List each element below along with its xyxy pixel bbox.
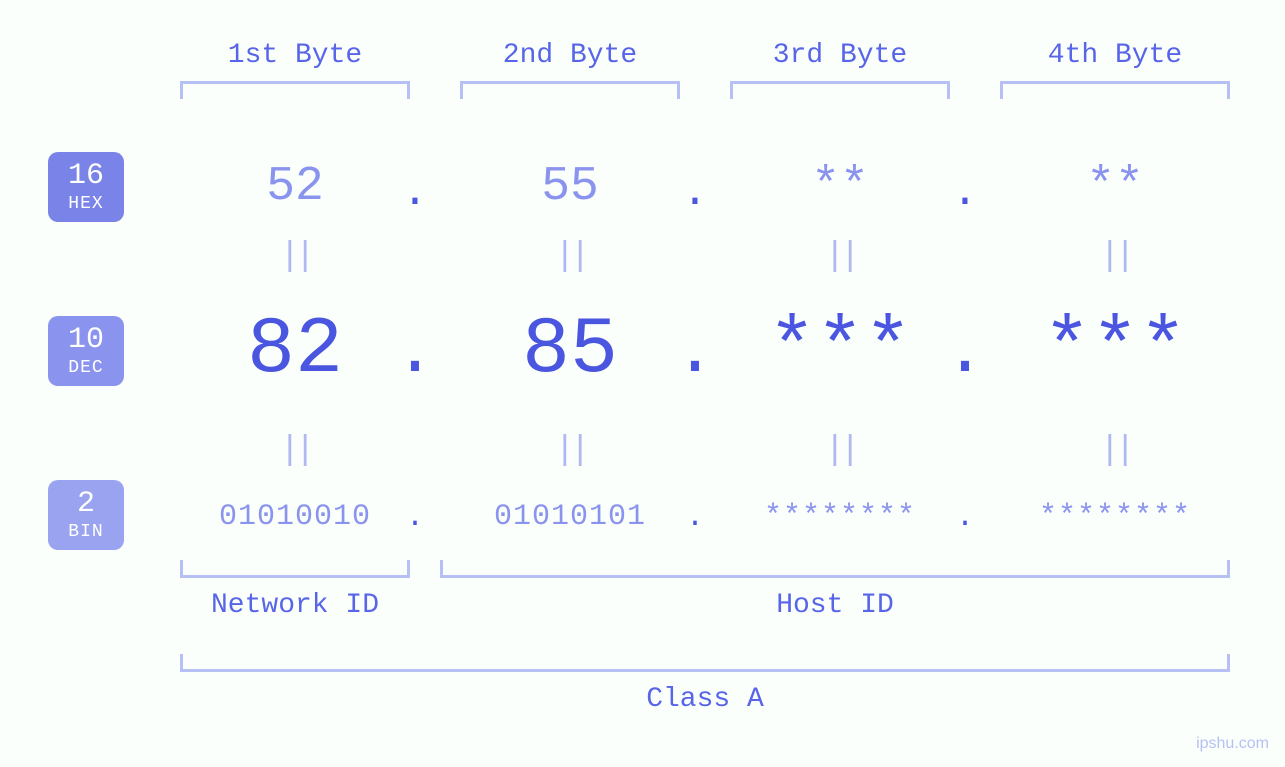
hex-byte-1: 52: [180, 152, 410, 222]
badge-bin-label: BIN: [68, 523, 103, 543]
class-bracket: Class A: [180, 654, 1230, 715]
equals-icon: ||: [820, 432, 860, 470]
bin-byte-1: 01010010: [180, 492, 410, 542]
badge-hex-label: HEX: [68, 195, 103, 215]
byte-header-2: 2nd Byte: [460, 40, 680, 99]
badge-dec: 10 DEC: [48, 316, 124, 386]
bracket-bottom-icon: [180, 560, 410, 578]
bracket-top-icon: [180, 81, 410, 99]
hex-byte-2: 55: [460, 152, 680, 222]
equals-icon: ||: [275, 238, 315, 276]
hex-byte-4: **: [1000, 152, 1230, 222]
dec-byte-4: ***: [1000, 300, 1230, 400]
byte-header-2-label: 2nd Byte: [460, 40, 680, 71]
bracket-bottom-icon: [180, 654, 1230, 672]
equals-icon: ||: [550, 432, 590, 470]
badge-bin-num: 2: [77, 488, 95, 521]
network-id-label: Network ID: [180, 590, 410, 621]
bin-dot-1: .: [395, 498, 435, 538]
equals-icon: ||: [1095, 238, 1135, 276]
badge-hex: 16 HEX: [48, 152, 124, 222]
hex-dot-3: .: [945, 168, 985, 218]
dec-dot-2: .: [675, 318, 715, 388]
bracket-top-icon: [730, 81, 950, 99]
badge-bin: 2 BIN: [48, 480, 124, 550]
dec-byte-1: 82: [180, 300, 410, 400]
badge-hex-num: 16: [68, 160, 104, 193]
bin-byte-4: ********: [1000, 492, 1230, 542]
byte-header-4-label: 4th Byte: [1000, 40, 1230, 71]
hex-dot-2: .: [675, 168, 715, 218]
byte-header-1: 1st Byte: [180, 40, 410, 99]
hex-dot-1: .: [395, 168, 435, 218]
equals-icon: ||: [820, 238, 860, 276]
host-id-bracket: Host ID: [440, 560, 1230, 621]
bracket-top-icon: [1000, 81, 1230, 99]
byte-header-3: 3rd Byte: [730, 40, 950, 99]
byte-header-4: 4th Byte: [1000, 40, 1230, 99]
network-id-bracket: Network ID: [180, 560, 410, 621]
equals-icon: ||: [550, 238, 590, 276]
bracket-bottom-icon: [440, 560, 1230, 578]
equals-icon: ||: [275, 432, 315, 470]
dec-byte-2: 85: [460, 300, 680, 400]
dec-dot-3: .: [945, 318, 985, 388]
bin-dot-3: .: [945, 498, 985, 538]
bracket-top-icon: [460, 81, 680, 99]
dec-byte-3: ***: [730, 300, 950, 400]
class-label: Class A: [180, 684, 1230, 715]
host-id-label: Host ID: [440, 590, 1230, 621]
hex-byte-3: **: [730, 152, 950, 222]
bin-dot-2: .: [675, 498, 715, 538]
byte-header-1-label: 1st Byte: [180, 40, 410, 71]
bin-byte-2: 01010101: [460, 492, 680, 542]
watermark: ipshu.com: [1196, 735, 1269, 753]
dec-dot-1: .: [395, 318, 435, 388]
bin-byte-3: ********: [730, 492, 950, 542]
badge-dec-num: 10: [68, 324, 104, 357]
badge-dec-label: DEC: [68, 359, 103, 379]
byte-header-3-label: 3rd Byte: [730, 40, 950, 71]
equals-icon: ||: [1095, 432, 1135, 470]
